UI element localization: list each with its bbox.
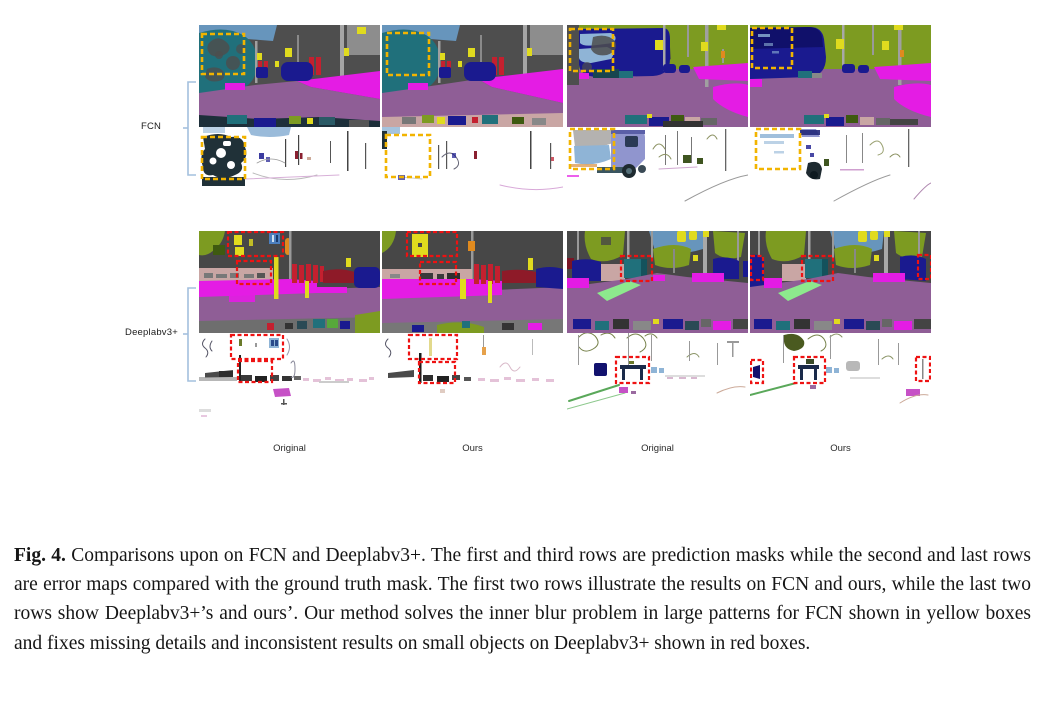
fcn-highlight-box [568,127,616,171]
deeplab-ours-mask-tile-2 [750,231,931,333]
fcn-ours-error-tile-2 [750,127,931,219]
deeplab-highlight-box [800,254,835,283]
fcn-original-mask-tile [199,25,380,127]
fcn-highlight-box [200,32,246,76]
deeplab-highlight-box [236,359,274,384]
fcn-ours-mask-tile-2 [750,25,931,127]
deeplab-highlight-box [614,355,651,385]
fcn-bracket-icon [183,81,196,176]
deeplab-highlight-box [792,355,827,385]
deeplab-highlight-box [235,259,273,286]
fcn-highlight-box [385,31,431,77]
fcn-ours-error-tile [382,127,563,219]
deeplab-highlight-box [914,355,931,383]
fcn-original-error-tile-2 [567,127,748,219]
deeplab-highlight-box [417,360,457,385]
deeplab-highlight-box [226,231,285,258]
deeplab-highlight-box [229,333,285,361]
deeplab-highlight-box [619,254,654,283]
deeplab-highlight-box [916,253,931,281]
fcn-original-error-tile [199,127,380,219]
deeplab-original-error-tile [199,333,380,425]
figure-caption-tag: Fig. 4. [14,544,66,566]
deeplab-original-error-tile-2 [567,333,748,425]
deeplab-highlight-box [418,260,458,286]
fcn-highlight-box [568,27,615,73]
fcn-group-label: FCN [140,121,162,132]
column-label-original-1: Original [273,443,306,454]
fcn-highlight-box [754,127,802,171]
fcn-highlight-box [200,135,247,181]
deeplab-original-mask-tile-2 [567,231,748,333]
deeplab-original-mask-tile [199,231,380,333]
deeplab-highlight-box [750,358,765,385]
fcn-highlight-box [384,133,432,179]
deeplab-ours-error-tile [382,333,563,425]
column-label-ours-2: Ours [830,443,851,454]
figure-caption: Fig. 4. Comparisons upon on FCN and Deep… [14,541,1031,659]
deeplab-group-label: Deeplabv3+ [125,327,178,338]
fcn-highlight-box [750,26,794,70]
deeplab-highlight-box [405,231,459,258]
figure-caption-text: Comparisons upon on FCN and Deeplabv3+. … [14,544,1032,654]
fcn-original-mask-tile-2 [567,25,748,127]
fcn-ours-mask-tile [382,25,563,127]
deeplab-ours-error-tile-2 [750,333,931,425]
column-label-original-2: Original [641,443,674,454]
deeplab-ours-mask-tile [382,231,563,333]
column-label-ours-1: Ours [462,443,483,454]
deeplab-bracket-icon [183,287,196,382]
deeplab-highlight-box [750,254,765,282]
deeplab-highlight-box [407,333,459,361]
